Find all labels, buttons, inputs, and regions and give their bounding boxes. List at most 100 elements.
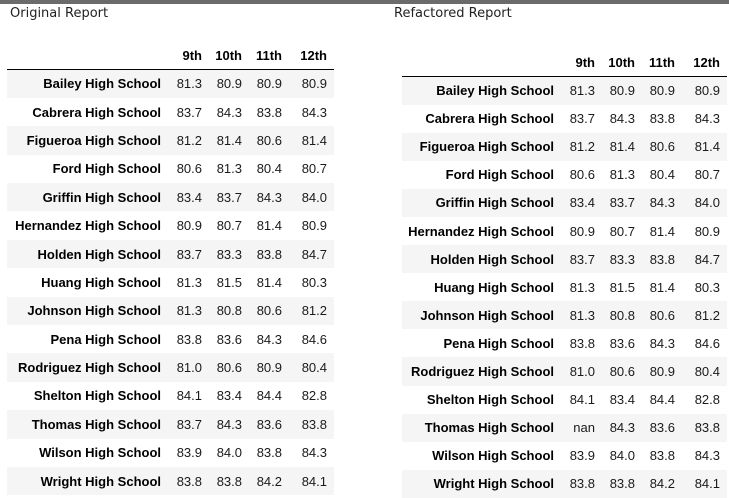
table-row: Bailey High School 81.3 80.9 80.9 80.9 <box>7 69 334 98</box>
table-row: Pena High School 83.8 83.6 84.3 84.6 <box>7 325 334 353</box>
score-cell: 81.2 <box>176 132 202 148</box>
column-header-10th: 10th <box>608 55 635 70</box>
score-cell: 83.6 <box>609 335 635 351</box>
score-cell: 81.3 <box>176 76 202 92</box>
score-cell: 80.9 <box>216 76 242 92</box>
score-cell: 80.9 <box>609 83 635 99</box>
table-row: Huang High School 81.3 81.5 81.4 80.3 <box>7 268 334 296</box>
school-name: Hernandez High School <box>408 223 554 239</box>
score-cell: 83.7 <box>216 189 242 205</box>
score-cell: 80.3 <box>301 274 327 290</box>
school-name: Pena High School <box>50 331 161 347</box>
score-cell: 83.7 <box>176 104 202 120</box>
column-header-11th: 11th <box>648 55 675 70</box>
score-cell: 84.0 <box>216 445 242 461</box>
table-row: Ford High School 80.6 81.3 80.4 80.7 <box>7 155 334 183</box>
score-cell: 80.6 <box>569 167 595 183</box>
table-row: Wilson High School 83.9 84.0 83.8 84.3 <box>7 439 334 467</box>
table-row: Wright High School 83.8 83.8 84.2 84.1 <box>402 469 727 498</box>
refactored-report-table: 9th 10th 11th 12th Bailey High School 81.… <box>402 44 727 498</box>
score-cell: 80.9 <box>694 83 720 99</box>
score-cell: 80.8 <box>609 307 635 323</box>
score-cell: 83.8 <box>256 246 282 262</box>
table-row: Cabrera High School 83.7 84.3 83.8 84.3 <box>7 98 334 126</box>
table-row: Figueroa High School 81.2 81.4 80.6 81.4 <box>402 132 727 161</box>
score-cell: 83.4 <box>216 388 242 404</box>
score-cell: 81.3 <box>569 279 595 295</box>
table-row: Thomas High School nan 84.3 83.6 83.8 <box>402 413 727 442</box>
score-cell: 80.9 <box>256 76 282 92</box>
score-cell: 84.0 <box>301 189 327 205</box>
table-row: Shelton High School 84.1 83.4 84.4 82.8 <box>402 386 727 414</box>
score-cell: 84.4 <box>256 388 282 404</box>
score-cell: 84.3 <box>694 448 720 464</box>
score-cell: 83.8 <box>649 111 675 127</box>
school-name: Thomas High School <box>424 420 554 436</box>
score-cell: 80.7 <box>216 218 242 234</box>
score-cell: 83.6 <box>256 416 282 432</box>
school-name: Johnson High School <box>27 303 161 319</box>
score-cell: 83.7 <box>569 111 595 127</box>
score-cell: 80.6 <box>649 139 675 155</box>
table-row: Rodriguez High School 81.0 80.6 80.9 80.4 <box>7 353 334 382</box>
table-row: Ford High School 80.6 81.3 80.4 80.7 <box>402 161 727 189</box>
school-name: Thomas High School <box>31 416 161 432</box>
score-cell: 81.3 <box>609 167 635 183</box>
score-cell: 83.8 <box>569 476 595 492</box>
score-cell: 81.4 <box>216 132 242 148</box>
school-name: Rodriguez High School <box>411 363 554 379</box>
table-row: Shelton High School 84.1 83.4 84.4 82.8 <box>7 382 334 410</box>
score-cell: 81.4 <box>649 279 675 295</box>
table-row: Holden High School 83.7 83.3 83.8 84.7 <box>402 245 727 274</box>
school-name: Griffin High School <box>42 189 161 205</box>
school-name: Ford High School <box>52 161 161 177</box>
score-cell: 83.8 <box>256 445 282 461</box>
score-cell: 80.6 <box>176 161 202 177</box>
school-name: Wright High School <box>433 476 554 492</box>
score-cell: 84.3 <box>609 111 635 127</box>
school-name: Wilson High School <box>432 448 554 464</box>
score-cell: 83.8 <box>176 473 202 489</box>
table-row: Cabrera High School 83.7 84.3 83.8 84.3 <box>402 105 727 133</box>
school-name: Holden High School <box>430 251 555 267</box>
score-cell: 84.0 <box>609 448 635 464</box>
table-row: Wilson High School 83.9 84.0 83.8 84.3 <box>402 442 727 470</box>
score-cell: 81.3 <box>216 161 242 177</box>
score-cell: 83.4 <box>609 392 635 408</box>
score-cell: 80.4 <box>649 167 675 183</box>
score-cell: 84.3 <box>609 420 635 436</box>
score-cell: 81.2 <box>694 307 720 323</box>
school-name: Holden High School <box>37 246 162 262</box>
score-cell: 83.8 <box>569 335 595 351</box>
score-cell: 80.9 <box>301 218 327 234</box>
original-report-table: 9th 10th 11th 12th Bailey High School 81.… <box>7 38 334 496</box>
score-cell: 80.8 <box>216 303 242 319</box>
score-cell: 80.6 <box>609 363 635 379</box>
table-row: Johnson High School 81.3 80.8 80.6 81.2 <box>7 296 334 326</box>
table-row: Wright High School 83.8 83.8 84.2 84.1 <box>7 466 334 496</box>
table-row: Griffin High School 83.4 83.7 84.3 84.0 <box>7 183 334 212</box>
table-row: Huang High School 81.3 81.5 81.4 80.3 <box>402 273 727 301</box>
school-name: Figueroa High School <box>26 132 161 148</box>
score-cell: 81.4 <box>301 132 327 148</box>
index-header <box>402 44 561 77</box>
window-top-border <box>0 0 729 4</box>
school-name: Cabrera High School <box>425 111 554 127</box>
column-header-9th: 9th <box>575 55 596 70</box>
table-row: Hernandez High School 80.9 80.7 81.4 80.9 <box>402 217 727 245</box>
score-cell: 81.4 <box>649 223 675 239</box>
score-cell: 84.3 <box>649 335 675 351</box>
score-cell: 84.1 <box>301 473 327 489</box>
table-row: Johnson High School 81.3 80.8 80.6 81.2 <box>402 301 727 330</box>
school-name: Shelton High School <box>33 388 161 404</box>
school-name: Johnson High School <box>420 307 554 323</box>
score-cell: 83.8 <box>649 251 675 267</box>
score-cell: 81.2 <box>301 303 327 319</box>
score-cell: 84.3 <box>301 104 327 120</box>
score-cell: 83.8 <box>609 476 635 492</box>
score-cell: 83.6 <box>216 331 242 347</box>
score-cell: 84.6 <box>694 335 720 351</box>
school-name: Cabrera High School <box>32 104 161 120</box>
score-cell: 80.4 <box>301 360 327 376</box>
score-cell: 83.4 <box>176 189 202 205</box>
